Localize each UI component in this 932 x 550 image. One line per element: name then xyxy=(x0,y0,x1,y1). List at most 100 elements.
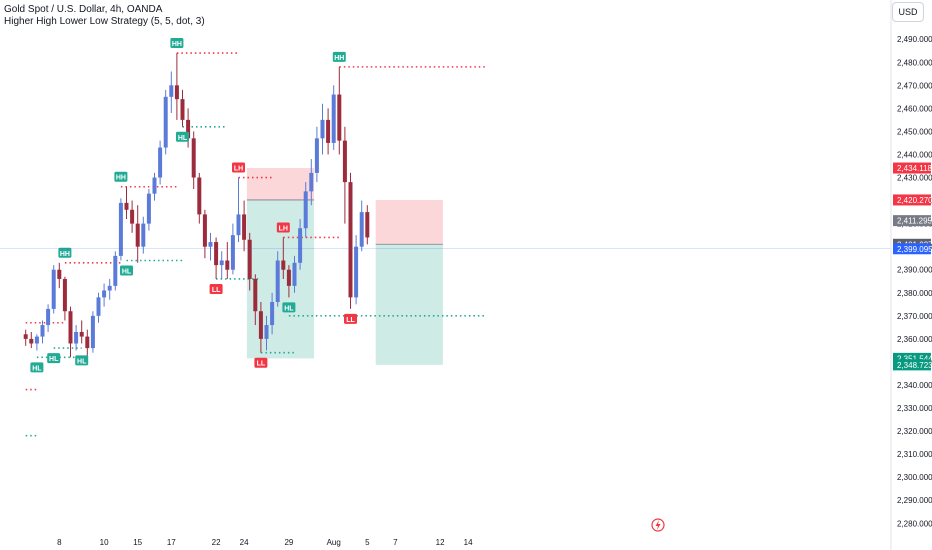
price-tick-label: 2,440.000 xyxy=(897,150,932,159)
pivot-label: HL xyxy=(122,269,132,276)
candle-body[interactable] xyxy=(57,269,62,279)
candle-body[interactable] xyxy=(354,246,359,298)
candle-body[interactable] xyxy=(292,262,297,286)
candle-body[interactable] xyxy=(197,177,202,215)
candle-body[interactable] xyxy=(186,119,191,139)
candle-body[interactable] xyxy=(202,214,207,247)
candle-body[interactable] xyxy=(331,94,336,143)
candle-body[interactable] xyxy=(135,223,140,247)
candle-body[interactable] xyxy=(264,325,269,339)
pivot-badge xyxy=(170,38,184,49)
pivot-badge xyxy=(254,357,268,368)
candle-body[interactable] xyxy=(102,290,107,298)
pivot-badge xyxy=(75,355,89,366)
candle-body[interactable] xyxy=(253,278,258,312)
candle-body[interactable] xyxy=(79,331,84,337)
pivot-badge xyxy=(176,131,189,142)
candle-body[interactable] xyxy=(124,202,129,210)
candle-body[interactable] xyxy=(270,302,275,326)
candle-body[interactable] xyxy=(40,325,45,337)
candle-body[interactable] xyxy=(118,202,123,256)
candle-body[interactable] xyxy=(242,214,247,240)
candle-body[interactable] xyxy=(225,260,230,270)
price-label-text: 2,420.270 xyxy=(897,196,932,205)
price-tick-label: 2,380.000 xyxy=(897,289,932,298)
time-tick-label: 15 xyxy=(133,538,142,547)
pivot-badge xyxy=(344,313,357,324)
candle-body[interactable] xyxy=(219,260,224,266)
price-tick-label: 2,470.000 xyxy=(897,81,932,90)
time-tick-label: 14 xyxy=(464,538,473,547)
candle-body[interactable] xyxy=(236,214,241,236)
price-tick-label: 2,330.000 xyxy=(897,404,932,413)
price-label-badge xyxy=(893,194,931,206)
candle-body[interactable] xyxy=(23,334,28,339)
candle-body[interactable] xyxy=(163,96,168,148)
candle-body[interactable] xyxy=(309,172,314,192)
candle-body[interactable] xyxy=(314,138,319,173)
candle-body[interactable] xyxy=(46,308,51,326)
candle-body[interactable] xyxy=(74,331,79,344)
pivot-label: LH xyxy=(279,225,288,232)
candle-body[interactable] xyxy=(191,138,196,178)
candle-body[interactable] xyxy=(303,191,308,229)
candle-body[interactable] xyxy=(275,260,280,303)
time-axis: 8 10 15 17 22 24 29 Aug 5 7 12 14 xyxy=(57,538,473,547)
candle-body[interactable] xyxy=(51,269,56,309)
stop-zone[interactable] xyxy=(375,199,443,245)
candle-body[interactable] xyxy=(247,239,252,279)
pivot-label: HL xyxy=(32,365,42,372)
price-tick-label: 2,460.000 xyxy=(897,104,932,113)
pivot-label: LH xyxy=(234,166,243,173)
candle-body[interactable] xyxy=(348,182,353,298)
candle-body[interactable] xyxy=(107,285,112,291)
candle-body[interactable] xyxy=(130,209,135,224)
candle-body[interactable] xyxy=(281,260,286,270)
candle-body[interactable] xyxy=(214,242,219,266)
pivot-label: HH xyxy=(172,41,182,48)
price-label-badge xyxy=(893,359,931,371)
candle-body[interactable] xyxy=(169,85,174,97)
candle-body[interactable] xyxy=(298,228,303,263)
pivot-label: LL xyxy=(212,287,221,294)
candle-body[interactable] xyxy=(113,255,118,286)
candle-body[interactable] xyxy=(365,212,370,238)
pivot-badge xyxy=(332,51,346,62)
candle-body[interactable] xyxy=(90,315,95,349)
candle-body[interactable] xyxy=(359,212,364,247)
time-tick-label: 7 xyxy=(393,538,398,547)
candle-body[interactable] xyxy=(85,336,90,349)
candle-body[interactable] xyxy=(337,94,342,141)
candle-body[interactable] xyxy=(146,193,151,224)
candle-body[interactable] xyxy=(68,311,73,344)
currency-button[interactable]: USD xyxy=(892,2,924,22)
candle-body[interactable] xyxy=(180,99,185,120)
candle-body[interactable] xyxy=(326,119,331,143)
pivot-badge xyxy=(232,162,245,173)
flash-icon[interactable] xyxy=(651,518,665,532)
candle-body[interactable] xyxy=(320,119,325,139)
candle-body[interactable] xyxy=(141,223,146,247)
target-zone[interactable] xyxy=(375,244,443,365)
candle-body[interactable] xyxy=(342,140,347,183)
candle-body[interactable] xyxy=(208,242,213,247)
candle-body[interactable] xyxy=(152,177,157,194)
time-tick-label: 10 xyxy=(100,538,109,547)
candle-body[interactable] xyxy=(286,269,291,286)
price-tick-label: 2,290.000 xyxy=(897,496,932,505)
price-label-badge xyxy=(893,352,931,364)
candle-body[interactable] xyxy=(174,85,179,100)
time-tick-label: 22 xyxy=(212,538,221,547)
candle-body[interactable] xyxy=(62,278,67,312)
pivot-label: LL xyxy=(257,361,266,368)
candle-body[interactable] xyxy=(34,336,39,344)
price-tick-label: 2,320.000 xyxy=(897,427,932,436)
candle-body[interactable] xyxy=(96,297,101,316)
candle-body[interactable] xyxy=(230,235,235,270)
candle-body[interactable] xyxy=(158,147,163,178)
stop-zone[interactable] xyxy=(246,168,315,200)
candle-body[interactable] xyxy=(258,311,263,339)
pivot-label: HL xyxy=(49,356,59,363)
candle-body[interactable] xyxy=(29,338,34,344)
